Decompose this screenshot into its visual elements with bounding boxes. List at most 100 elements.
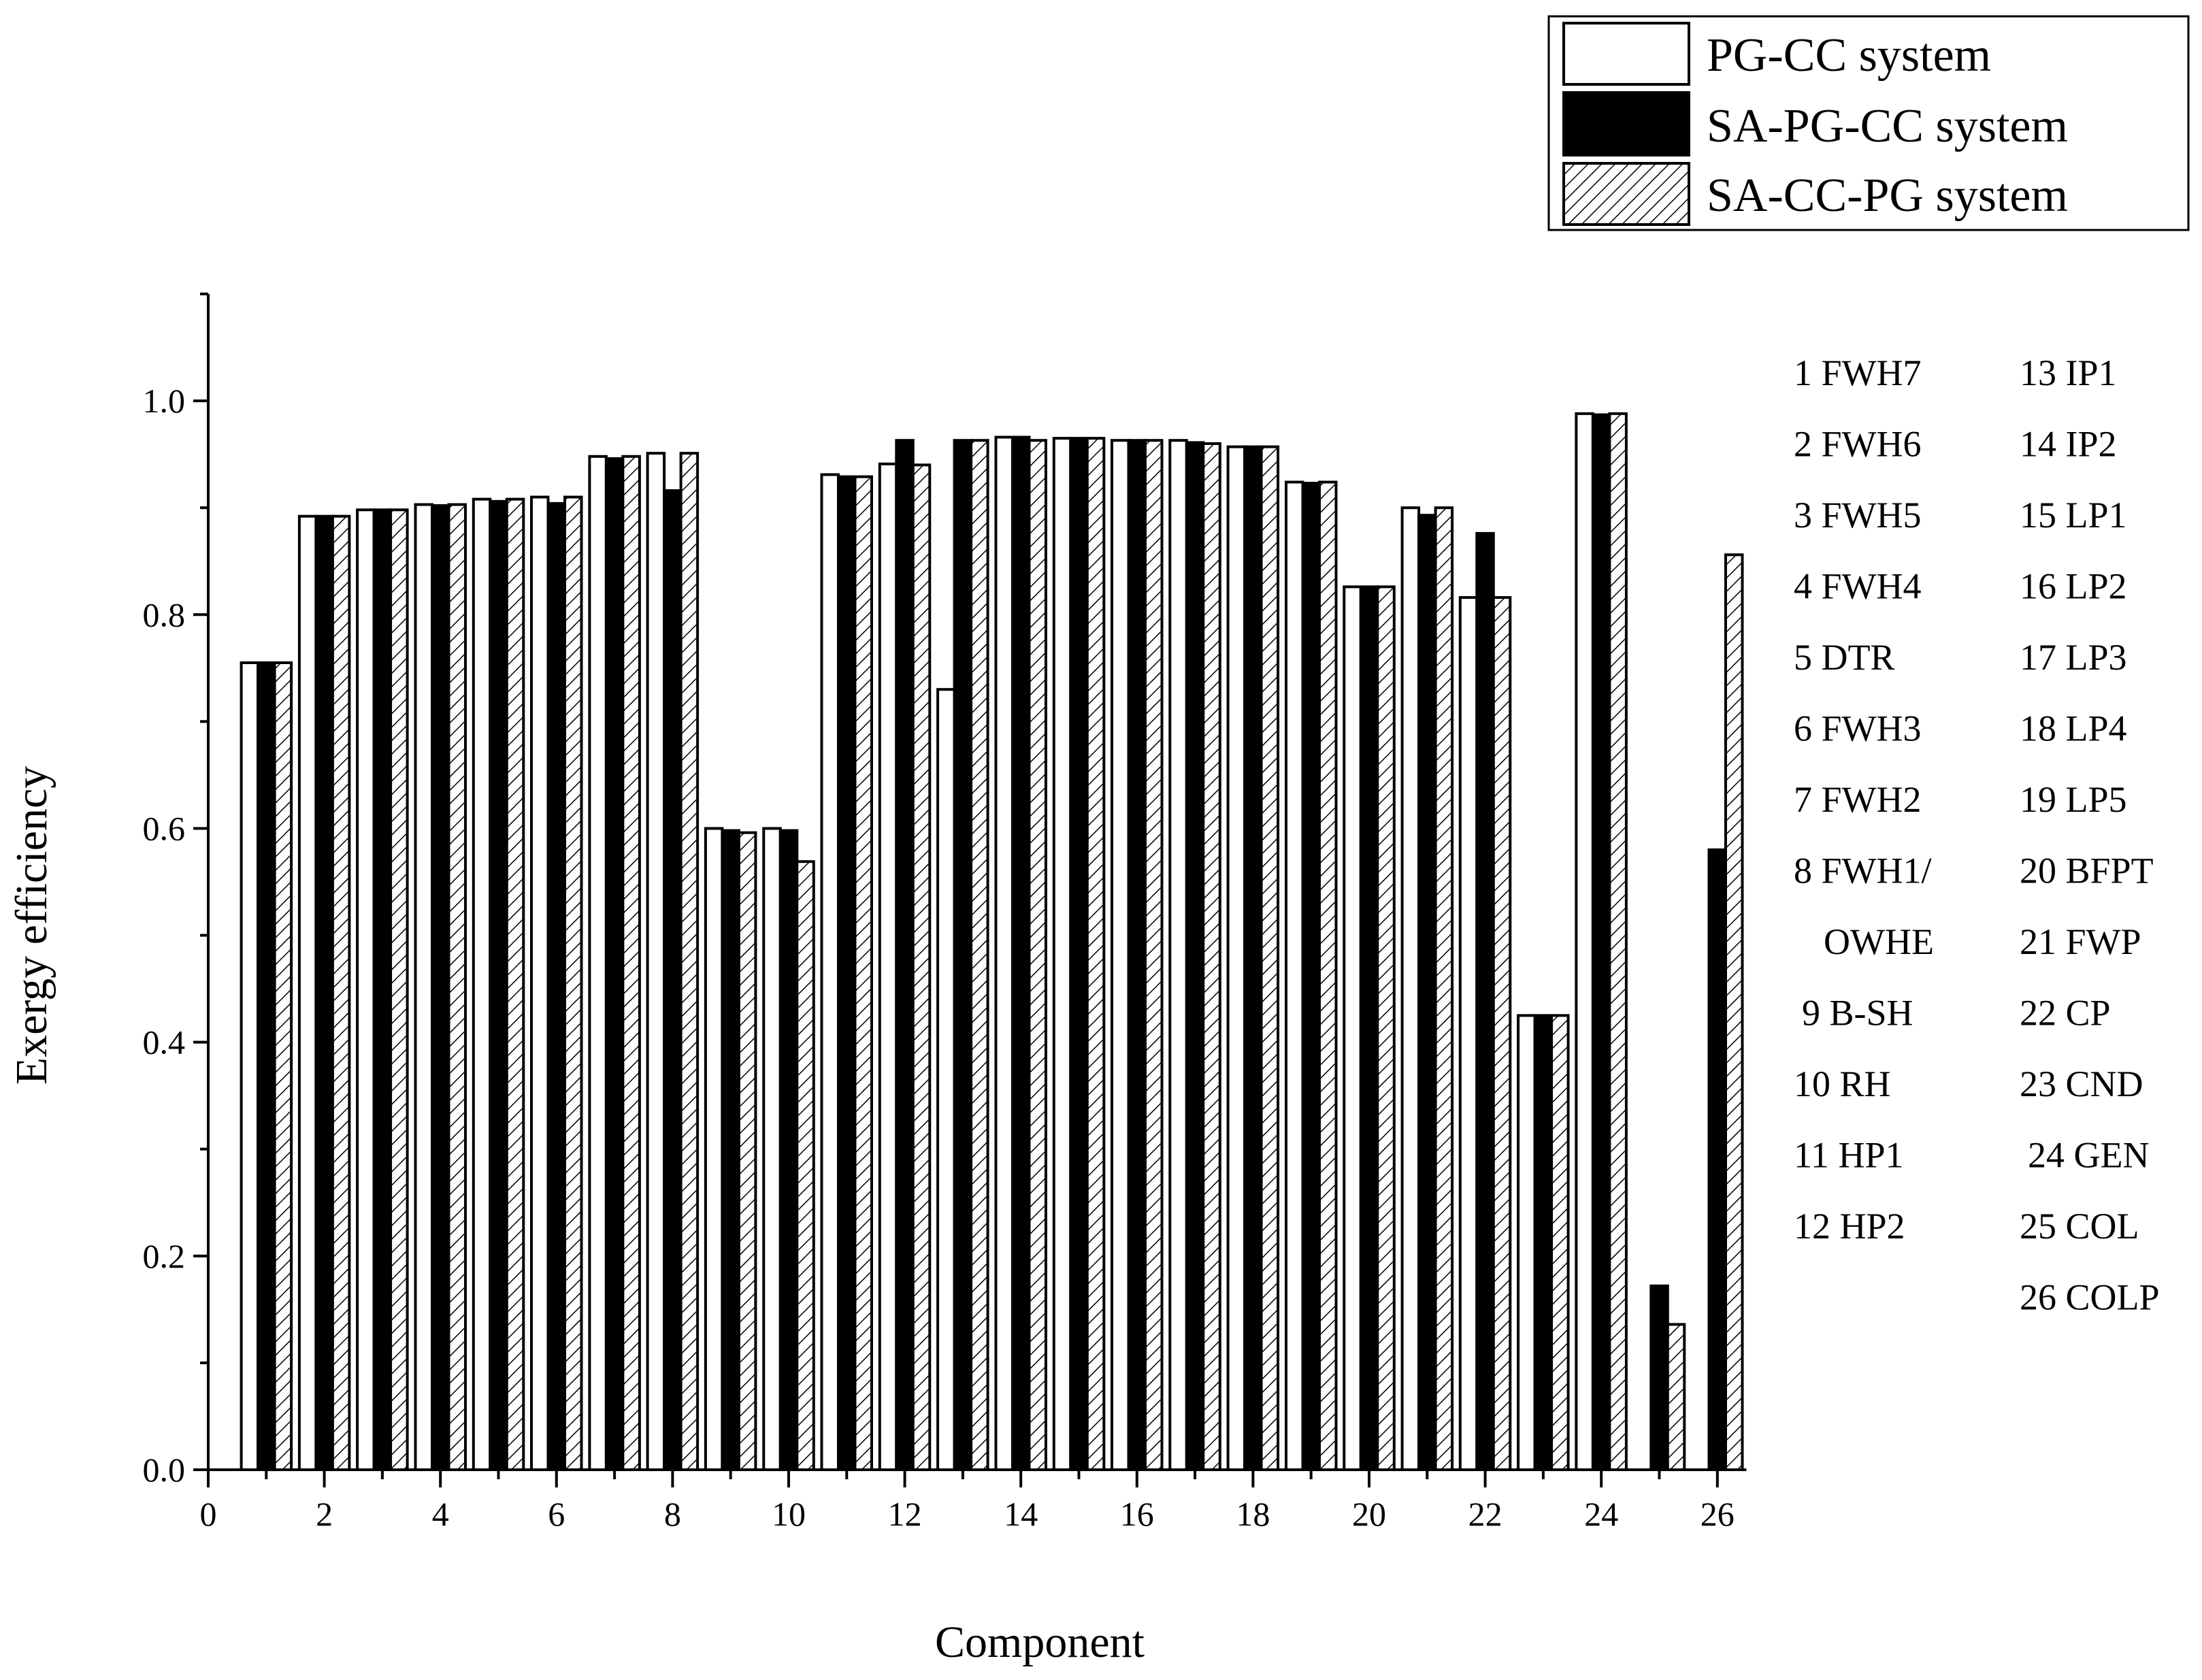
component-key-item: 12 HP2 xyxy=(1794,1206,1905,1247)
legend-label-pg-cc: PG-CC system xyxy=(1707,29,1991,82)
x-tick-label: 14 xyxy=(1004,1495,1038,1533)
component-key-item: 21 FWP xyxy=(2020,921,2141,962)
bar-sa-cc-pg-16 xyxy=(1144,439,1164,1472)
bar-sa-cc-pg-4 xyxy=(447,503,467,1471)
bar-sa-cc-pg-26 xyxy=(1724,553,1744,1471)
bar-pg-cc-15 xyxy=(1052,437,1072,1471)
bar-sa-pg-cc-19 xyxy=(1301,482,1321,1471)
bar-pg-cc-11 xyxy=(820,473,840,1471)
x-tick-label: 12 xyxy=(888,1495,922,1533)
component-key-item: 5 DTR xyxy=(1794,637,1895,678)
bar-sa-pg-cc-23 xyxy=(1533,1014,1554,1471)
component-key-item: 26 COLP xyxy=(2020,1277,2160,1318)
x-tick-label: 2 xyxy=(316,1495,333,1533)
component-key-item: 15 LP1 xyxy=(2020,495,2127,536)
y-tick-label: 1.0 xyxy=(143,382,186,420)
bar-sa-cc-pg-8 xyxy=(679,452,700,1471)
bar-sa-cc-pg-19 xyxy=(1318,480,1338,1471)
bar-pg-cc-3 xyxy=(356,508,376,1471)
bar-sa-pg-cc-13 xyxy=(953,439,973,1472)
y-tick-label: 0.8 xyxy=(143,595,186,633)
bar-pg-cc-17 xyxy=(1168,439,1188,1472)
bar-sa-pg-cc-5 xyxy=(489,499,508,1471)
bar-pg-cc-24 xyxy=(1575,412,1594,1471)
component-key: 1 FWH7 2 FWH6 3 FWH5 4 FWH4 5 DTR 6 FWH3 7 FWH… xyxy=(1794,352,2160,1318)
y-tick-label: 0.0 xyxy=(143,1451,186,1489)
legend-label-sa-pg-cc: SA-PG-CC system xyxy=(1707,100,2068,152)
component-key-item: 13 IP1 xyxy=(2020,352,2117,393)
component-key-item: 9 B-SH xyxy=(1802,993,1913,1034)
bar-pg-cc-8 xyxy=(646,452,666,1471)
x-tick-label: 6 xyxy=(548,1495,565,1533)
bar-sa-cc-pg-6 xyxy=(563,495,583,1471)
component-key-item: OWHE xyxy=(1824,921,1934,962)
component-key-item: 18 LP4 xyxy=(2020,708,2127,749)
bar-pg-cc-9 xyxy=(704,827,724,1471)
x-tick-label: 16 xyxy=(1120,1495,1154,1533)
bar-pg-cc-14 xyxy=(994,435,1014,1471)
bar-sa-cc-pg-22 xyxy=(1492,596,1512,1471)
x-tick-label: 24 xyxy=(1584,1495,1618,1533)
bar-sa-cc-pg-10 xyxy=(795,860,815,1471)
bar-pg-cc-1 xyxy=(240,661,260,1471)
component-key-item: 23 CND xyxy=(2020,1064,2143,1104)
bar-sa-pg-cc-15 xyxy=(1069,437,1089,1471)
bar-sa-cc-pg-23 xyxy=(1550,1014,1570,1471)
component-key-item: 20 BFPT xyxy=(2020,851,2154,891)
x-tick-label: 4 xyxy=(432,1495,449,1533)
legend-swatch-sa-cc-pg xyxy=(1562,162,1690,226)
x-tick-label: 8 xyxy=(664,1495,681,1533)
bar-sa-pg-cc-3 xyxy=(372,508,393,1471)
bar-sa-pg-cc-18 xyxy=(1243,445,1263,1471)
bar-sa-pg-cc-14 xyxy=(1011,435,1031,1471)
bar-pg-cc-21 xyxy=(1400,506,1421,1472)
bar-sa-pg-cc-4 xyxy=(431,504,450,1471)
x-axis-title: Component xyxy=(935,1617,1145,1667)
bar-sa-pg-cc-2 xyxy=(314,514,334,1472)
bar-sa-cc-pg-1 xyxy=(273,661,293,1471)
x-tick-label: 20 xyxy=(1352,1495,1386,1533)
bar-sa-cc-pg-14 xyxy=(1028,439,1047,1472)
bar-sa-pg-cc-12 xyxy=(895,439,915,1472)
bar-pg-cc-7 xyxy=(588,455,608,1471)
component-key-item: 7 FWH2 xyxy=(1794,779,1922,820)
x-tick-label: 0 xyxy=(200,1495,217,1533)
bars-group xyxy=(240,412,1744,1472)
component-key-item: 22 CP xyxy=(2020,993,2111,1034)
x-tick-label: 26 xyxy=(1700,1495,1735,1533)
component-key-item: 6 FWH3 xyxy=(1794,708,1922,749)
bar-sa-pg-cc-17 xyxy=(1185,441,1205,1471)
component-key-item: 2 FWH6 xyxy=(1794,424,1922,465)
bar-pg-cc-23 xyxy=(1517,1014,1537,1471)
bar-sa-cc-pg-18 xyxy=(1260,445,1280,1471)
bar-sa-cc-pg-13 xyxy=(970,439,989,1472)
bar-sa-pg-cc-1 xyxy=(257,661,276,1471)
bar-sa-cc-pg-9 xyxy=(737,831,757,1471)
bar-sa-cc-pg-5 xyxy=(505,497,525,1471)
y-tick-label: 0.4 xyxy=(143,1023,186,1061)
bar-sa-pg-cc-9 xyxy=(721,829,740,1471)
bar-sa-pg-cc-8 xyxy=(663,489,683,1471)
component-key-item: 24 GEN xyxy=(2028,1135,2149,1176)
bar-sa-cc-pg-24 xyxy=(1608,412,1628,1471)
component-key-item: 14 IP2 xyxy=(2020,424,2117,465)
bar-sa-pg-cc-22 xyxy=(1475,531,1495,1471)
component-key-item: 17 LP3 xyxy=(2020,637,2127,678)
bar-sa-pg-cc-16 xyxy=(1127,439,1147,1472)
x-tick-label: 10 xyxy=(772,1495,806,1533)
bar-pg-cc-18 xyxy=(1226,445,1247,1471)
axes-group: 0.00.20.40.60.81.00 2 4 6 8 10 12 14 16 18 20 22 24 2… xyxy=(143,293,1747,1533)
bar-sa-cc-pg-12 xyxy=(911,463,932,1471)
bar-sa-cc-pg-20 xyxy=(1376,585,1396,1471)
legend-swatch-sa-pg-cc xyxy=(1562,91,1690,157)
component-key-item: 10 RH xyxy=(1794,1064,1891,1104)
bar-sa-pg-cc-25 xyxy=(1649,1284,1669,1472)
bar-sa-pg-cc-21 xyxy=(1417,514,1437,1472)
x-tick-label: 18 xyxy=(1236,1495,1270,1533)
bar-pg-cc-6 xyxy=(530,495,550,1471)
bar-pg-cc-5 xyxy=(472,497,492,1471)
component-key-item: 3 FWH5 xyxy=(1794,495,1922,536)
bar-pg-cc-13 xyxy=(936,688,956,1472)
component-key-item: 19 LP5 xyxy=(2020,779,2127,820)
